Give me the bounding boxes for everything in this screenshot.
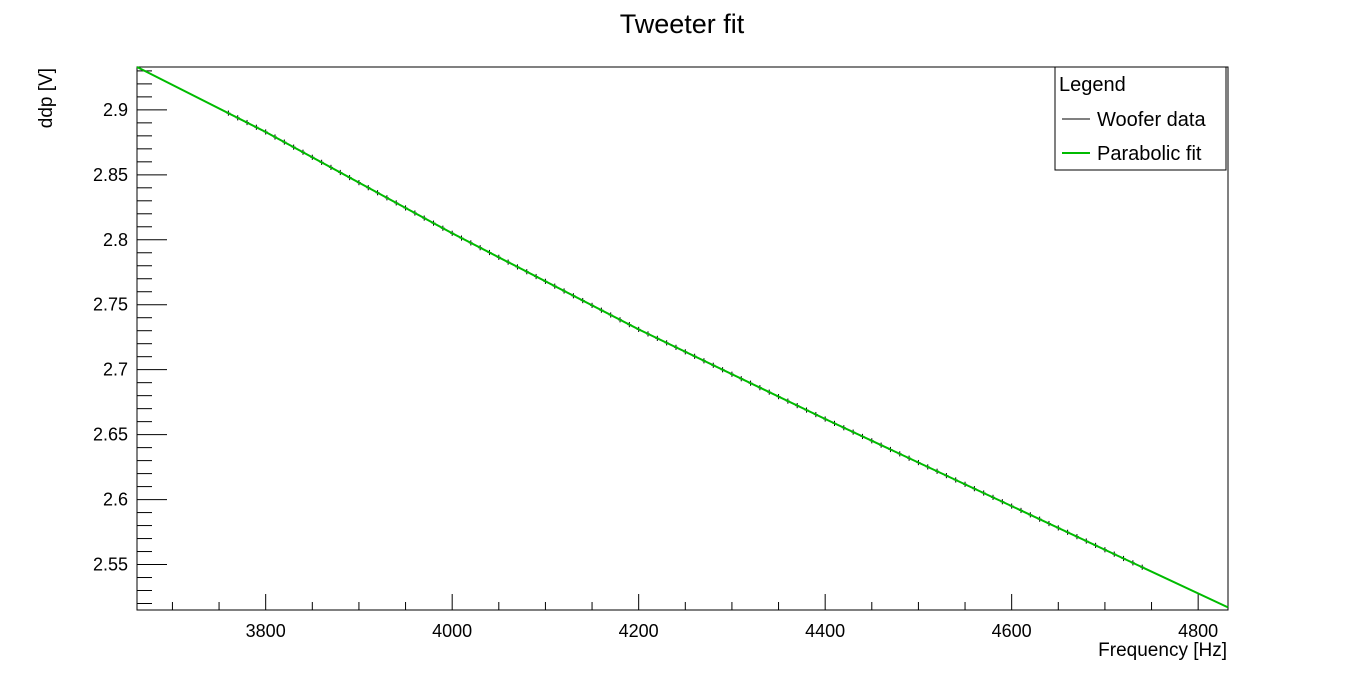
- plot-frame: [136, 66, 1229, 611]
- x-axis-title: Frequency [Hz]: [1098, 640, 1227, 661]
- y-tick-label: 2.75: [93, 295, 128, 315]
- legend: Legend Woofer data Parabolic fit: [1054, 66, 1227, 171]
- x-tick-label: 3800: [246, 621, 286, 641]
- legend-label-woofer: Woofer data: [1097, 109, 1206, 131]
- x-tick-label: 4400: [805, 621, 845, 641]
- legend-label-fit: Parabolic fit: [1097, 143, 1202, 165]
- plot-area: [136, 66, 1229, 611]
- x-tick-label: 4000: [432, 621, 472, 641]
- data-series-woofer: [226, 110, 1145, 570]
- y-tick-label: 2.65: [93, 425, 128, 445]
- fit-curve-line: [136, 66, 1229, 609]
- fit-series-parabolic: [136, 66, 1229, 609]
- y-tick-label: 2.7: [103, 360, 128, 380]
- y-axis: 2.55 2.6 2.65 2.7 2.75 2.8 2.85 2.9: [93, 70, 167, 605]
- chart-title: Tweeter fit: [620, 9, 745, 39]
- x-tick-label: 4800: [1178, 621, 1218, 641]
- y-tick-label: 2.55: [93, 555, 128, 575]
- x-tick-label: 4600: [992, 621, 1032, 641]
- y-tick-label: 2.85: [93, 165, 128, 185]
- y-tick-label: 2.6: [103, 490, 128, 510]
- y-tick-label: 2.9: [103, 100, 128, 120]
- y-axis-title: ddp [V]: [36, 68, 57, 128]
- x-tick-label: 4200: [619, 621, 659, 641]
- y-tick-label: 2.8: [103, 230, 128, 250]
- x-axis: 3800 4000 4200 4400 4600 4800: [171, 594, 1218, 641]
- legend-title: Legend: [1059, 74, 1126, 96]
